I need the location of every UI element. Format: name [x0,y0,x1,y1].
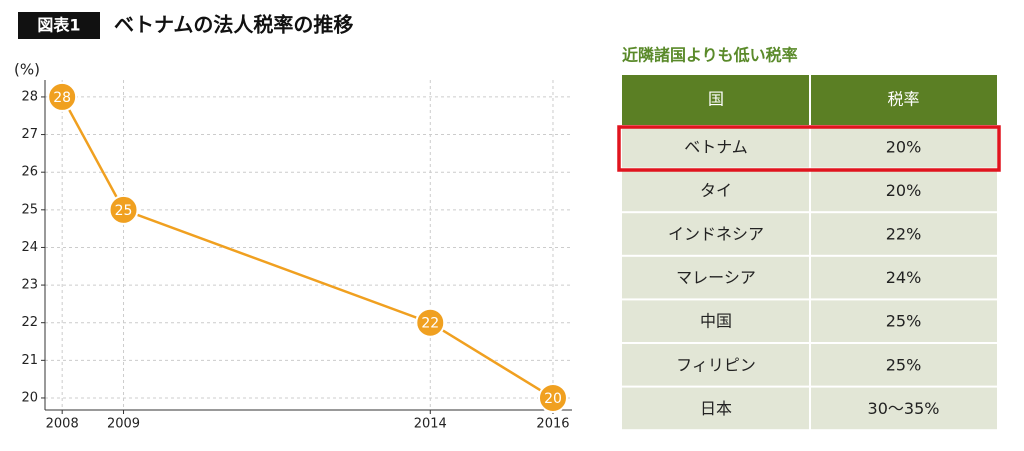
table-cell: タイ [700,181,732,200]
y-tick-label: 25 [21,202,38,217]
badge: 図表1 [37,16,80,35]
x-tick-label: 2008 [46,417,79,432]
y-tick-label: 23 [21,278,38,293]
table-cell: 24% [886,268,922,287]
badge-bg [18,12,100,39]
data-label: 22 [421,316,439,332]
data-label: 25 [115,203,133,219]
table-header-cell: 税率 [887,90,919,109]
x-tick-label: 2016 [536,417,569,432]
y-tick-label: 26 [21,165,38,180]
title: ベトナムの法人税率の推移 [114,13,353,37]
table-cell: 30〜35% [868,399,940,418]
y-tick-label: 28 [21,89,38,104]
table-cell: 日本 [700,399,732,418]
x-tick-label: 2009 [107,417,140,432]
table-cell: 25% [886,312,922,331]
table-cell: マレーシア [676,268,756,287]
table-cell: フィリピン [676,355,756,374]
data-label: 28 [53,90,71,106]
table-cell: インドネシア [668,225,764,244]
y-tick-label: 22 [21,315,38,330]
y-tick-label: 24 [21,240,38,255]
table-cell: 22% [886,225,922,244]
table-title: 近隣諸国よりも低い税率 [622,46,798,65]
point [47,81,78,112]
point [108,194,139,225]
table-cell: ベトナム [684,137,748,156]
line [61,96,554,400]
table-cell: 25% [886,355,922,374]
point [537,382,568,413]
table-header-cell: 国 [708,90,724,109]
table-cell: 20% [886,181,922,200]
highlight-frame [617,125,1001,172]
y-tick-label: 21 [21,353,38,368]
table-cell: 20% [886,137,922,156]
chart: 20 21 22 23 24 25 26 27 28 2008 2009 2014 2016 28 25 22… [21,80,572,432]
data-label: 20 [544,391,562,407]
x-tick-label: 2014 [414,417,447,432]
y-tick-label: 20 [21,390,38,405]
y-axis-label: (%) [14,61,40,79]
table-cell: 中国 [700,312,732,331]
point [415,307,446,338]
y-tick-label: 27 [21,127,38,142]
